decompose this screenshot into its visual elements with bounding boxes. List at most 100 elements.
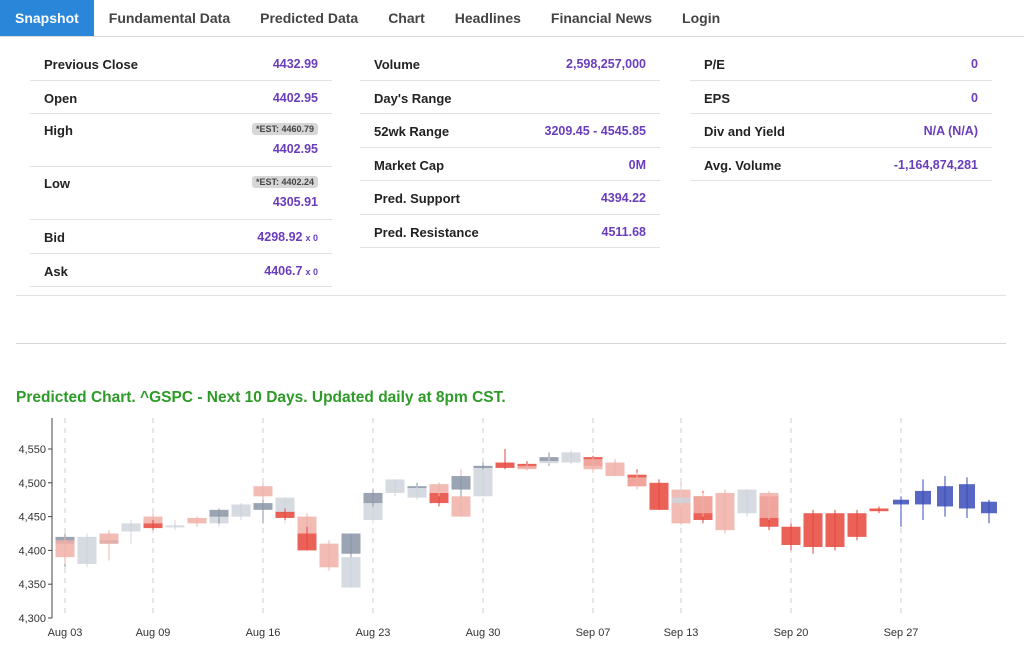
stat-row: Ask 4406.7 x 0 bbox=[30, 254, 332, 287]
stat-value: 4406.7 x 0 bbox=[264, 264, 318, 278]
stat-value-text: 0 bbox=[971, 57, 978, 71]
stat-value-text: 4394.22 bbox=[600, 191, 646, 205]
candle-body bbox=[429, 484, 449, 493]
x-tick-label: Aug 30 bbox=[466, 627, 501, 639]
x-tick-label: Sep 27 bbox=[884, 627, 919, 639]
stat-value: 3209.45 - 4545.85 bbox=[545, 124, 646, 138]
stat-value-text: N/A (N/A) bbox=[923, 124, 978, 138]
divider bbox=[16, 295, 1006, 296]
tab-login[interactable]: Login bbox=[682, 10, 721, 26]
stat-row: Volume 2,598,257,000 bbox=[360, 47, 660, 81]
stat-value: 4298.92 x 0 bbox=[257, 230, 318, 244]
tab-bar: Snapshot Fundamental Data Predicted Data Ch… bbox=[0, 0, 1024, 37]
candle-body bbox=[77, 536, 97, 564]
candle-body bbox=[429, 492, 449, 504]
stat-row: High *EST: 4460.79 4402.95 bbox=[30, 114, 332, 167]
stat-value: 4394.22 bbox=[601, 191, 646, 205]
stat-value-text: 4402.95 bbox=[272, 90, 318, 105]
candle-body bbox=[649, 482, 669, 510]
stats-column-3: P/E 0 EPS 0 Div and Yield N/A (N/A) Avg. Volum… bbox=[690, 47, 992, 181]
stat-value: 4402.95 bbox=[273, 142, 318, 156]
candle-body bbox=[473, 465, 493, 497]
stat-row: P/E 0 bbox=[690, 47, 992, 81]
stat-row: Previous Close 4432.99 bbox=[30, 47, 332, 81]
stat-value: 4305.91 bbox=[273, 195, 318, 209]
x-tick-label: Sep 20 bbox=[774, 627, 809, 639]
stat-label: Volume bbox=[374, 57, 420, 72]
candle-body bbox=[671, 497, 691, 504]
tab-predicted-data[interactable]: Predicted Data bbox=[260, 10, 359, 26]
stat-value: 4402.95 bbox=[273, 91, 318, 105]
stat-row: Div and Yield N/A (N/A) bbox=[690, 114, 992, 148]
candle-body bbox=[55, 540, 75, 558]
candle-body bbox=[363, 503, 383, 520]
candle-body bbox=[937, 486, 953, 507]
stat-row: Bid 4298.92 x 0 bbox=[30, 220, 332, 254]
stat-value-text: 4406.7 bbox=[264, 263, 303, 278]
candle-body bbox=[803, 513, 823, 548]
candle-body bbox=[253, 503, 273, 510]
predicted-candlestick-chart: 4,300 4,350 4,400 4,450 4,500 4,550 Aug 03 Aug … bbox=[18, 418, 997, 639]
stat-value-text: 4305.91 bbox=[272, 195, 318, 209]
stat-row: EPS 0 bbox=[690, 81, 992, 114]
candle-body bbox=[561, 452, 581, 463]
candle-body bbox=[893, 499, 909, 505]
stat-value: 0M bbox=[629, 158, 646, 172]
stats-column-1: Previous Close 4432.99 Open 4402.95 High *EST… bbox=[30, 47, 332, 287]
candle-body bbox=[825, 513, 845, 548]
candle-body bbox=[605, 462, 625, 477]
tab-snapshot[interactable]: Snapshot bbox=[0, 0, 94, 36]
stat-value-text: 0 bbox=[971, 90, 978, 105]
candle-body bbox=[297, 516, 317, 534]
candle-body bbox=[253, 486, 273, 497]
stat-label: Avg. Volume bbox=[704, 157, 782, 173]
x-tick-label: Aug 09 bbox=[136, 627, 171, 639]
stat-label: Low bbox=[44, 176, 70, 191]
stat-label: Div and Yield bbox=[704, 124, 785, 139]
stat-label: Day's Range bbox=[374, 90, 452, 106]
candle-body bbox=[209, 509, 229, 517]
candle-body bbox=[959, 484, 975, 509]
candle-body bbox=[407, 488, 427, 498]
x-tick-label: Aug 23 bbox=[356, 627, 391, 639]
stat-row: Market Cap 0M bbox=[360, 148, 660, 181]
stat-value-text: 2,598,257,000 bbox=[566, 57, 646, 71]
tab-chart[interactable]: Chart bbox=[388, 10, 425, 26]
candle-body bbox=[715, 492, 735, 531]
stat-value: -1,164,874,281 bbox=[894, 158, 978, 172]
tab-fundamental-data[interactable]: Fundamental Data bbox=[108, 10, 231, 26]
tab-headlines[interactable]: Headlines bbox=[454, 10, 521, 26]
y-tick-label: 4,500 bbox=[18, 478, 46, 490]
candle-body bbox=[981, 501, 997, 514]
stats-column-2: Volume 2,598,257,000 Day's Range 52wk Range… bbox=[360, 47, 660, 248]
candle-body bbox=[451, 496, 471, 517]
divider bbox=[16, 343, 1006, 344]
chart-title: Predicted Chart. ^GSPC - Next 10 Days. U… bbox=[16, 389, 506, 406]
estimate-badge: *EST: 4402.24 bbox=[251, 176, 318, 188]
stat-size-suffix: x 0 bbox=[305, 266, 318, 277]
stat-label: Pred. Resistance bbox=[374, 224, 479, 240]
candle-body bbox=[275, 497, 295, 514]
candle-body bbox=[539, 461, 559, 464]
candle-body bbox=[385, 479, 405, 493]
stat-label: P/E bbox=[704, 57, 725, 72]
candle-body bbox=[473, 465, 493, 468]
stat-value-text: 3209.45 - 4545.85 bbox=[544, 124, 646, 138]
candle-body bbox=[297, 533, 317, 551]
y-tick-label: 4,300 bbox=[18, 613, 46, 625]
candle-body bbox=[737, 489, 757, 514]
tab-financial-news[interactable]: Financial News bbox=[550, 10, 653, 26]
candle-body bbox=[781, 526, 801, 545]
candle-body bbox=[231, 504, 251, 517]
stat-value-text: 4402.95 bbox=[272, 142, 318, 156]
candle-body bbox=[99, 533, 119, 544]
x-tick-label: Sep 07 bbox=[576, 627, 611, 639]
y-tick-label: 4,400 bbox=[18, 545, 46, 557]
candle-body bbox=[143, 516, 163, 524]
x-tick-label: Aug 16 bbox=[246, 627, 281, 639]
candle-body bbox=[143, 523, 163, 529]
stat-row: Open 4402.95 bbox=[30, 81, 332, 114]
candle-body bbox=[341, 557, 361, 588]
candle-body bbox=[495, 462, 515, 468]
estimate-badge: *EST: 4460.79 bbox=[251, 123, 318, 135]
